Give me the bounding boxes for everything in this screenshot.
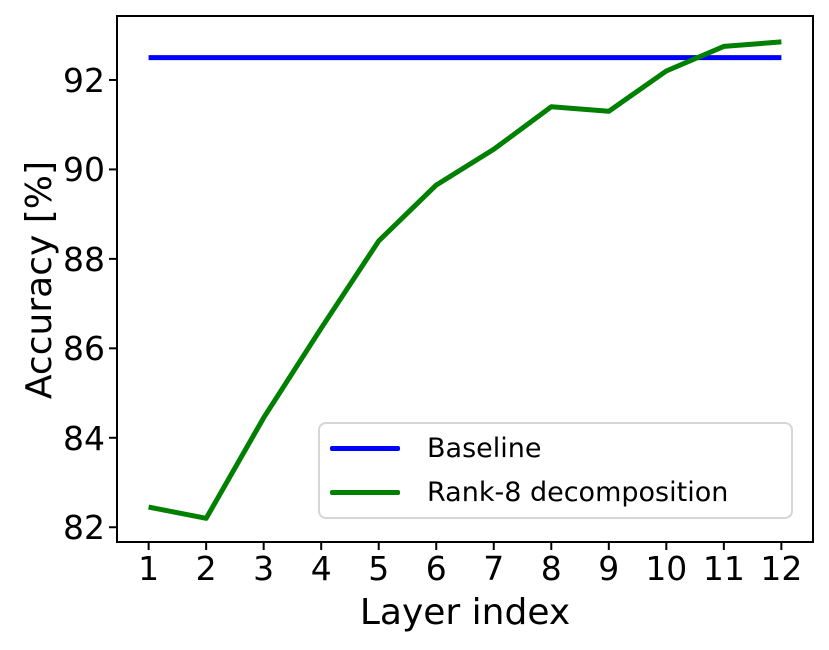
x-tick-label: 1	[138, 549, 160, 588]
rank8-line-swatch	[330, 490, 400, 496]
y-tick-label: 90	[63, 150, 105, 190]
legend-item-rank8: Rank-8 decomposition	[330, 471, 791, 516]
y-tick-label: 86	[63, 329, 105, 369]
legend: Baseline Rank-8 decomposition	[318, 422, 793, 519]
x-tick-label: 2	[195, 549, 217, 588]
y-tick-label: 88	[63, 239, 105, 279]
legend-label-rank8: Rank-8 decomposition	[427, 477, 729, 509]
y-tick-label: 92	[63, 60, 105, 100]
x-tick-label: 10	[645, 549, 688, 588]
baseline-line-swatch	[330, 445, 400, 451]
x-tick-label: 8	[540, 549, 562, 588]
x-axis-label: Layer index	[359, 592, 571, 633]
x-tick-label: 6	[425, 549, 447, 588]
legend-item-baseline: Baseline	[330, 426, 791, 471]
x-tick-label: 4	[310, 549, 332, 588]
y-axis-label: Accuracy [%]	[19, 160, 60, 400]
series-line-rank-8-decomposition	[148, 39, 782, 521]
axes-spines	[116, 15, 814, 543]
x-tick-label: 9	[598, 549, 620, 588]
legend-label-baseline: Baseline	[427, 432, 542, 464]
x-tick-label: 12	[760, 549, 803, 588]
x-tick-label: 11	[702, 549, 745, 588]
x-tick-label: 5	[368, 549, 390, 588]
y-tick-label: 82	[63, 508, 105, 548]
x-tick-label: 7	[483, 549, 505, 588]
y-tick-label: 84	[63, 418, 105, 458]
x-tick-label: 3	[253, 549, 275, 588]
